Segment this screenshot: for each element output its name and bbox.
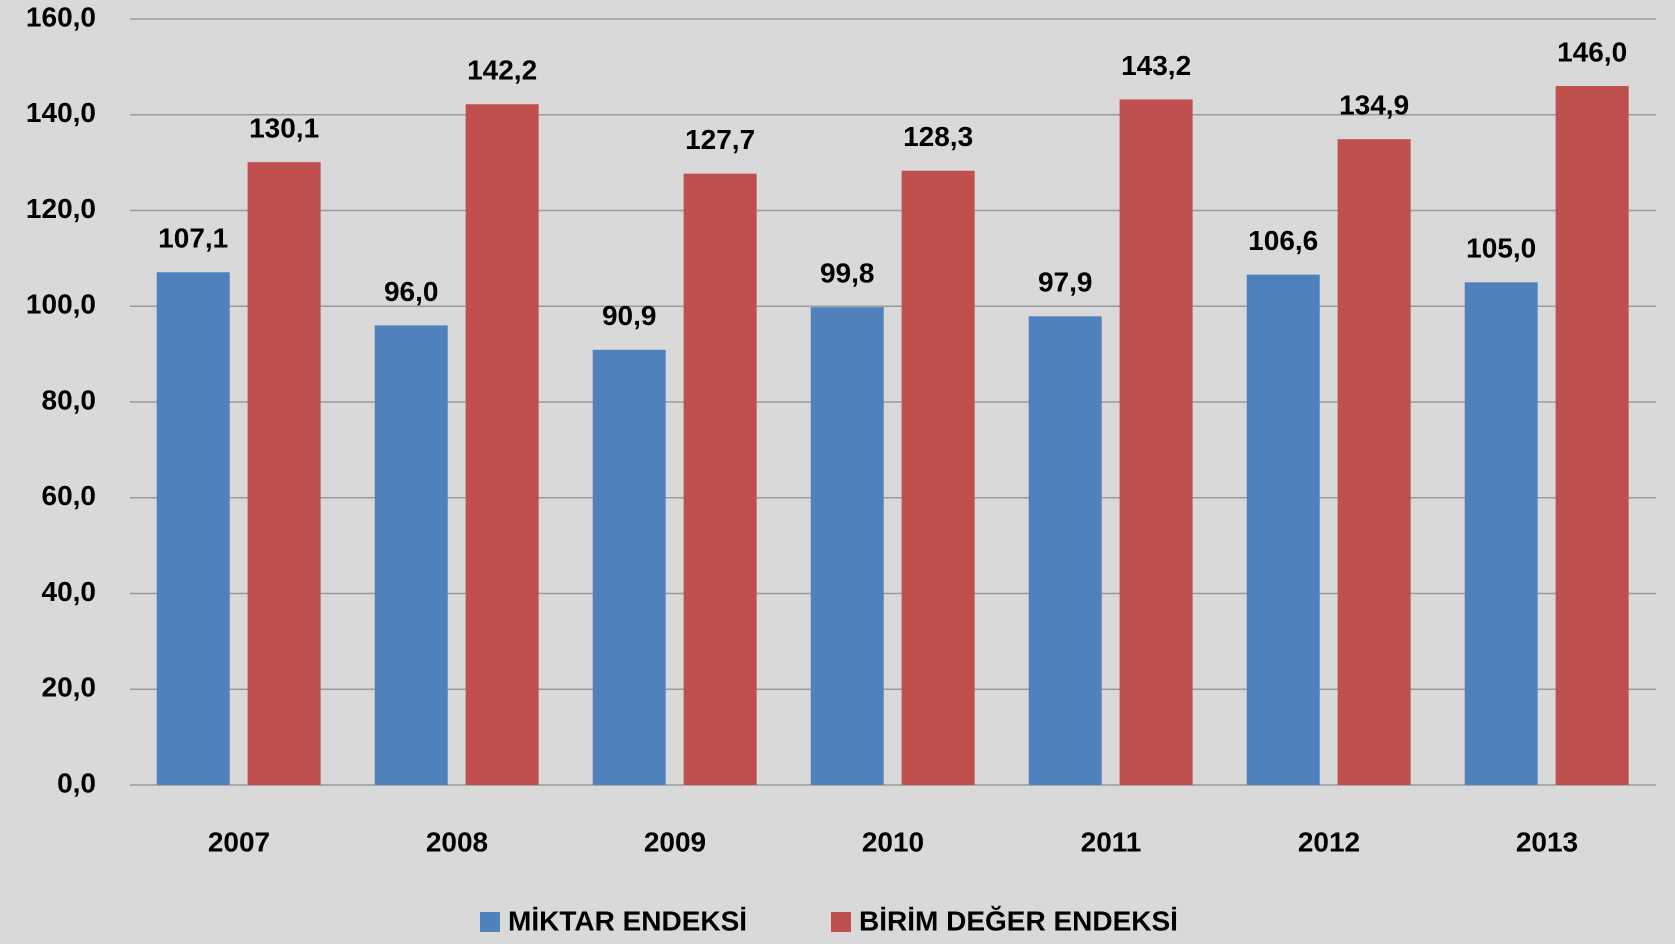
y-tick-label: 0,0	[57, 767, 96, 798]
bar	[247, 162, 321, 786]
bar	[1246, 274, 1320, 785]
x-tick-label: 2008	[426, 826, 488, 857]
bar	[592, 349, 666, 785]
value-label: 105,0	[1466, 233, 1536, 264]
y-tick-label: 40,0	[42, 576, 97, 607]
bar	[1337, 139, 1411, 785]
value-label: 97,9	[1038, 267, 1093, 298]
bar	[156, 272, 230, 785]
bar	[374, 325, 448, 785]
value-label: 142,2	[467, 55, 537, 86]
bar	[810, 307, 884, 785]
x-tick-label: 2011	[1081, 826, 1142, 857]
value-label: 106,6	[1248, 225, 1318, 256]
y-tick-label: 160,0	[26, 1, 96, 32]
value-label: 130,1	[249, 113, 319, 144]
y-tick-label: 20,0	[42, 672, 97, 703]
legend-swatch	[831, 912, 851, 932]
value-label: 143,2	[1121, 50, 1191, 81]
legend-label: MİKTAR ENDEKSİ	[508, 905, 747, 936]
x-tick-label: 2012	[1298, 826, 1360, 857]
y-tick-label: 120,0	[26, 193, 96, 224]
bar	[1555, 86, 1629, 785]
y-tick-label: 140,0	[26, 97, 96, 128]
y-tick-label: 60,0	[42, 480, 97, 511]
bar	[683, 173, 757, 786]
value-label: 127,7	[685, 124, 755, 155]
bar	[901, 170, 975, 786]
value-label: 134,9	[1339, 90, 1409, 121]
value-label: 99,8	[820, 258, 875, 289]
x-tick-label: 2007	[208, 826, 270, 857]
value-label: 96,0	[384, 276, 439, 307]
y-tick-label: 80,0	[42, 384, 97, 415]
value-label: 146,0	[1557, 36, 1627, 67]
bar	[1464, 282, 1538, 785]
bar	[1119, 99, 1193, 786]
x-tick-label: 2010	[862, 826, 924, 857]
value-label: 107,1	[158, 223, 228, 254]
x-tick-label: 2009	[644, 826, 706, 857]
legend-swatch	[480, 912, 500, 932]
x-tick-label: 2013	[1516, 826, 1578, 857]
y-tick-label: 100,0	[26, 289, 96, 320]
bar	[1028, 316, 1102, 785]
value-label: 128,3	[903, 121, 973, 152]
value-label: 90,9	[602, 300, 657, 331]
legend-label: BİRİM DEĞER ENDEKSİ	[859, 905, 1178, 936]
bar	[465, 104, 539, 785]
